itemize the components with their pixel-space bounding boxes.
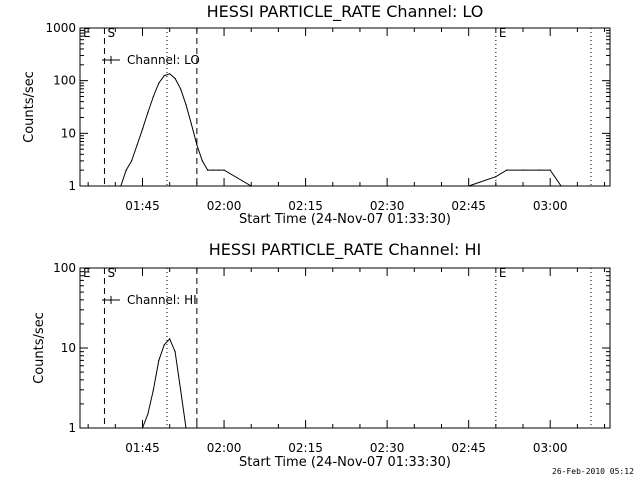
data-point [179,88,182,90]
y-tick-label: 1000 [45,21,76,35]
data-point [158,82,160,84]
y-axis-label: Counts/sec [32,312,47,384]
x-tick-label: 02:15 [288,441,323,455]
data-point [169,73,171,75]
data-point [179,389,182,391]
x-tick-label: 03:00 [533,199,568,213]
data-point [174,351,176,353]
x-axis-label: Start Time (24-Nov-07 01:33:30) [239,455,451,470]
data-point [386,185,388,187]
event-marker-label: S [107,266,115,280]
event-marker-label: E [83,26,91,40]
data-point [440,185,443,187]
series-line-hi [142,337,187,429]
data-point [120,185,122,187]
data-point [147,413,149,415]
data-point [136,144,138,146]
data-point [109,185,111,187]
data-point [185,104,187,106]
x-tick-label: 02:30 [370,441,405,455]
x-tick-label: 02:30 [370,199,405,213]
data-point [218,169,220,171]
plot-frame [79,267,611,429]
data-point [468,185,470,187]
data-point [560,185,562,187]
data-point [163,344,165,346]
data-point [212,169,214,171]
event-marker-label: E [499,266,507,280]
chart-title: HESSI PARTICLE_RATE Channel: LO [207,2,484,22]
data-point [332,185,334,187]
x-tick-label: 02:45 [451,199,486,213]
x-axis-label: Start Time (24-Nov-07 01:33:30) [239,212,451,227]
x-tick-label: 02:00 [207,199,242,213]
y-axis-label: Counts/sec [22,71,37,143]
x-tick-label: 01:45 [125,199,160,213]
plot-frame [79,27,611,187]
event-marker-label: S [107,26,115,40]
data-point [413,185,415,187]
chart-title: HESSI PARTICLE_RATE Channel: HI [209,240,482,260]
x-tick-label: 02:45 [451,441,486,455]
data-point [495,176,497,178]
event-marker-label: E [83,266,91,280]
data-point [158,359,160,361]
data-point [304,185,307,187]
x-tick-label: 01:45 [125,441,160,455]
data-point [359,185,361,187]
data-point [141,427,144,429]
data-point [163,74,165,77]
event-marker-label: E [499,26,507,40]
data-point [506,169,508,171]
data-point [190,123,193,125]
panel-lo: HESSI PARTICLE_RATE Channel: LO Start Tim… [22,2,611,227]
y-tick-label: 1 [68,179,76,193]
data-point [587,185,589,187]
data-point [277,185,280,187]
data-point [103,185,106,187]
data-point [196,144,198,146]
y-tick-label: 100 [53,74,76,88]
data-point [201,160,203,162]
y-tick-label: 10 [61,341,76,355]
data-point [223,169,225,171]
x-tick-label: 02:15 [288,199,323,213]
data-point [250,185,252,187]
data-point [174,77,176,80]
data-point [147,111,149,113]
y-tick-label: 100 [53,261,76,275]
data-point [125,169,127,171]
data-point [141,128,144,130]
panel-hi: HESSI PARTICLE_RATE Channel: HI Start Tim… [32,240,611,470]
data-point [169,338,171,340]
legend-label: Channel: LO [127,53,200,67]
data-point [152,95,154,98]
data-point [538,169,540,171]
x-tick-label: 02:00 [207,441,242,455]
data-point [131,160,133,162]
data-point [207,169,209,171]
data-point [576,185,578,187]
data-point [549,169,551,171]
y-tick-label: 1 [68,421,76,435]
data-point [114,185,116,187]
legend-label: Channel: HI [127,293,197,307]
y-tick-label: 10 [61,126,76,140]
date-stamp: 26-Feb-2010 05:12 [552,467,634,476]
x-tick-label: 03:00 [533,441,568,455]
series-line-lo [104,73,589,187]
data-point [522,169,524,171]
data-point [152,389,154,391]
data-point [185,427,187,429]
